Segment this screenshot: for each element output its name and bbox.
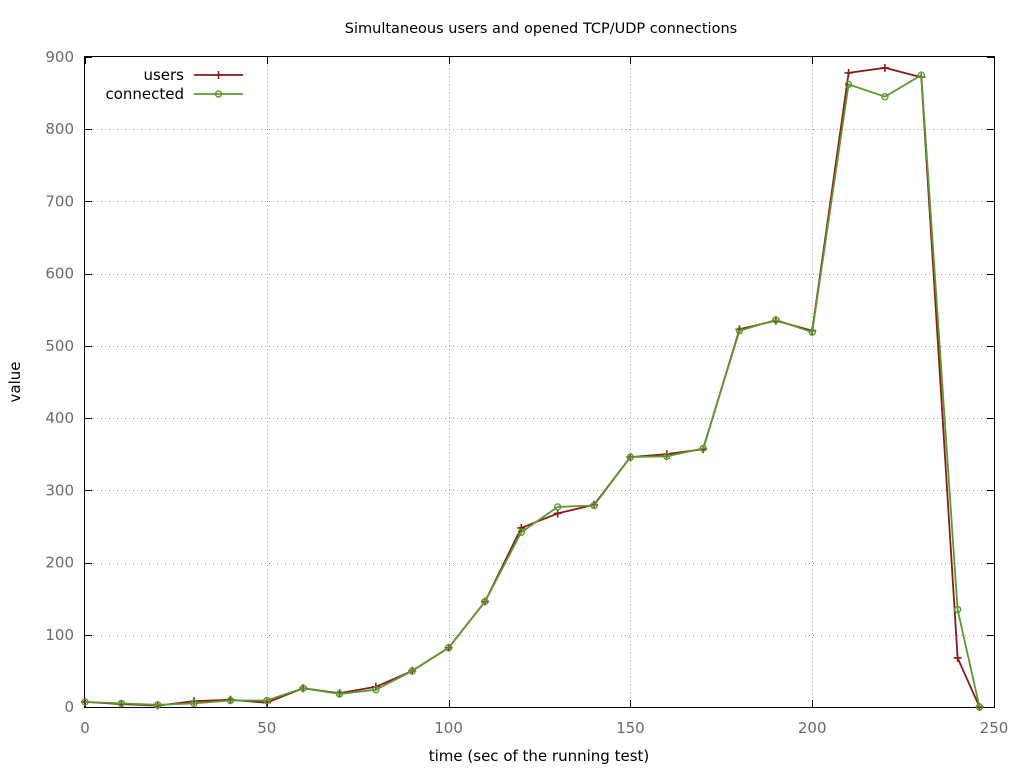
x-tick-label: 0 xyxy=(80,719,90,737)
x-tick-label: 100 xyxy=(434,719,463,737)
data-point-connected xyxy=(844,80,853,89)
data-point-connected xyxy=(699,444,707,453)
data-point-connected xyxy=(154,701,162,709)
data-point-connected xyxy=(190,699,198,708)
data-point-connected xyxy=(299,684,307,692)
data-point-connected xyxy=(81,698,89,706)
y-tick-label: 400 xyxy=(45,409,74,427)
series-line-connected xyxy=(84,74,981,708)
series-users xyxy=(81,63,984,711)
x-tick-label: 50 xyxy=(257,719,276,737)
data-point-connected xyxy=(444,644,453,652)
data-point-connected xyxy=(808,328,816,336)
x-tick-label: 150 xyxy=(616,719,645,737)
data-point-users xyxy=(953,653,962,662)
grid xyxy=(85,57,994,707)
data-point-connected xyxy=(553,503,562,511)
data-point-connected xyxy=(772,316,780,324)
data-point-users xyxy=(517,523,526,532)
data-point-connected xyxy=(408,667,416,675)
y-tick-label: 300 xyxy=(45,481,74,499)
x-axis-title: time (sec of the running test) xyxy=(429,747,650,765)
data-point-connected xyxy=(117,699,126,708)
data-point-connected xyxy=(626,453,635,461)
y-tick-label: 500 xyxy=(45,337,74,355)
data-point-connected xyxy=(590,501,598,510)
legend-label-connected: connected xyxy=(105,85,184,103)
y-tick-label: 800 xyxy=(45,120,74,138)
x-tick-label: 200 xyxy=(798,719,827,737)
y-tick-label: 200 xyxy=(45,554,74,572)
data-point-connected xyxy=(481,597,489,606)
series xyxy=(81,63,984,711)
plot-frame xyxy=(84,56,995,708)
legend-label-users: users xyxy=(143,66,184,84)
y-tick-label: 700 xyxy=(45,192,74,210)
legend-marker-users xyxy=(214,71,223,79)
y-tick-label: 600 xyxy=(45,265,74,283)
x-tick-label: 250 xyxy=(980,719,1009,737)
chart-title: Simultaneous users and opened TCP/UDP co… xyxy=(345,21,737,37)
y-axis-title: value xyxy=(6,362,24,403)
y-tick-label: 900 xyxy=(45,48,74,66)
data-point-users xyxy=(844,68,853,77)
data-point-connected xyxy=(226,696,235,705)
legend-marker-connected xyxy=(214,90,223,98)
data-point-connected xyxy=(975,703,984,711)
data-point-connected xyxy=(953,605,962,614)
data-point-users xyxy=(880,63,889,72)
data-point-connected xyxy=(735,327,744,335)
y-tick-label: 0 xyxy=(64,698,74,716)
series-line-users xyxy=(84,66,981,708)
data-point-connected xyxy=(663,452,671,461)
y-tick-label: 100 xyxy=(45,626,74,644)
data-point-users xyxy=(553,509,562,518)
data-point-connected xyxy=(372,685,380,694)
data-point-connected xyxy=(517,528,526,536)
axis-ticks: 0 50 100 150 200 250 0 100 200 300 400 500 600 700 800… xyxy=(45,48,1008,737)
series-connected xyxy=(81,71,984,711)
data-point-connected xyxy=(263,696,271,705)
data-point-connected xyxy=(881,93,889,101)
data-point-connected xyxy=(335,690,344,698)
data-point-connected xyxy=(917,71,925,79)
